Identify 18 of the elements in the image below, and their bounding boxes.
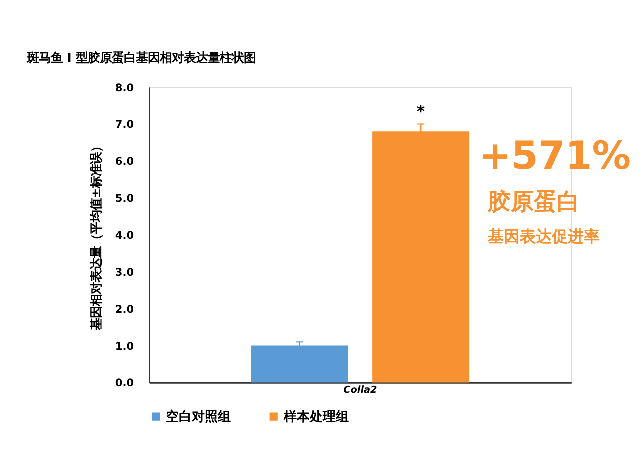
y-tick-label: 6.0 xyxy=(115,156,134,168)
x-tick-label: Colla2 xyxy=(344,384,378,396)
annotation: * xyxy=(416,102,426,122)
annotation: +571% xyxy=(479,134,631,180)
annotation: 胶原蛋白 xyxy=(486,190,580,216)
y-tick-label: 8.0 xyxy=(115,82,134,94)
y-tick-label: 3.0 xyxy=(115,266,134,279)
y-axis-title: 基因相对表达量（平均值±标准误） xyxy=(89,140,104,332)
y-tick-label: 1.0 xyxy=(115,340,134,353)
y-tick-label: 5.0 xyxy=(115,193,134,206)
y-tick-label: 0.0 xyxy=(115,378,134,390)
legend-label: 样本处理组 xyxy=(282,410,349,426)
y-tick-label: 4.0 xyxy=(115,230,134,242)
y-tick-label: 2.0 xyxy=(115,304,134,316)
chart-title: 斑马鱼 I 型胶原蛋白基因相对表达量柱状图 xyxy=(26,50,256,65)
legend-label: 空白对照组 xyxy=(166,409,232,426)
y-tick-label: 7.0 xyxy=(115,119,134,132)
annotation: 基因表达促进率 xyxy=(486,227,600,246)
